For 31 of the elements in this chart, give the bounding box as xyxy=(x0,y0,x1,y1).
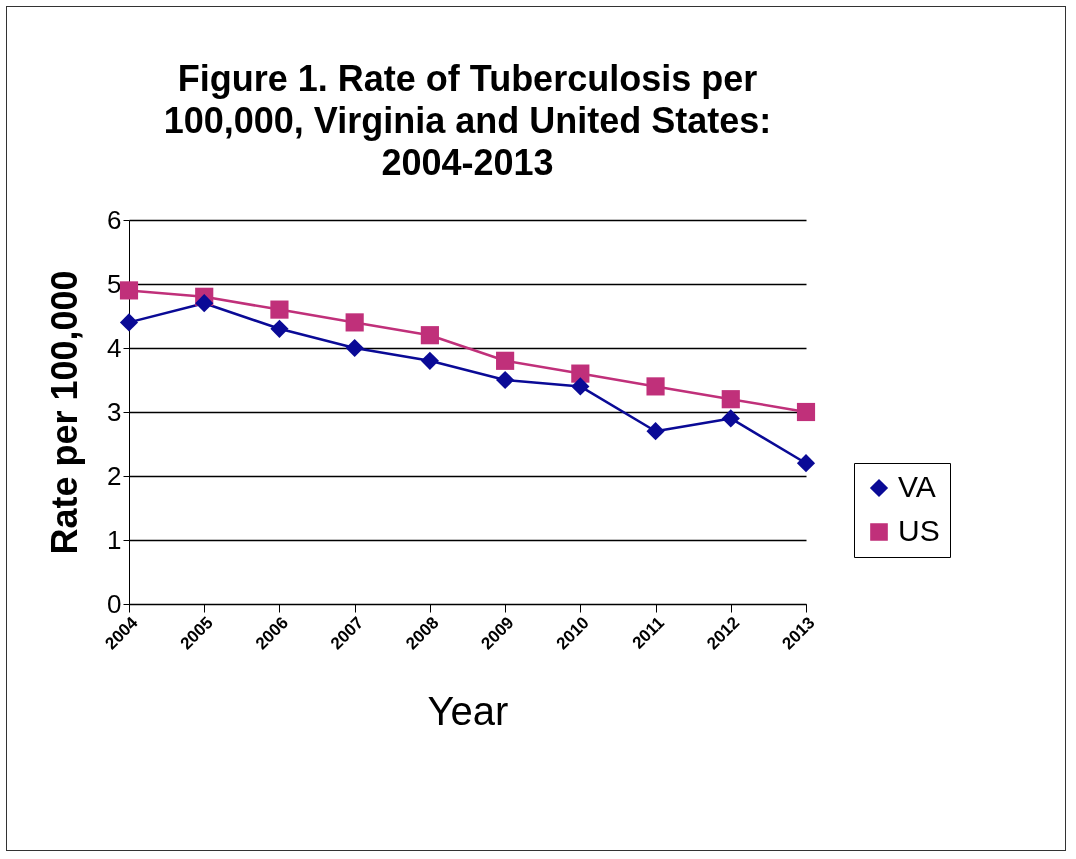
y-tick-label: 4 xyxy=(107,332,122,363)
y-tick-label: 6 xyxy=(107,204,122,235)
x-axis-title: Year xyxy=(427,688,509,733)
y-tick-label: 1 xyxy=(107,524,122,555)
point xyxy=(420,351,439,370)
point xyxy=(796,402,816,422)
point xyxy=(571,364,590,383)
y-tick-label: 3 xyxy=(107,396,122,427)
legend-label: US xyxy=(898,514,940,547)
point xyxy=(721,409,740,428)
point xyxy=(420,326,439,345)
point xyxy=(270,300,289,319)
y-tick-label: 0 xyxy=(107,588,122,619)
y-tick-label: 2 xyxy=(107,460,122,491)
point xyxy=(345,313,364,332)
point xyxy=(646,377,665,396)
point xyxy=(270,319,289,338)
point xyxy=(796,454,816,473)
point xyxy=(571,377,590,396)
point xyxy=(195,294,214,313)
point xyxy=(646,422,665,441)
y-tick-label: 5 xyxy=(107,268,122,299)
y-axis-title: Rate per 100,000 xyxy=(44,270,86,555)
point xyxy=(119,281,139,300)
point xyxy=(721,390,740,409)
point xyxy=(496,351,515,370)
chart-title: Figure 1. Rate of Tuberculosis per 100,000, Virginia and United States: 2004-2013 xyxy=(163,58,772,183)
point xyxy=(345,338,364,358)
point xyxy=(119,313,139,332)
point xyxy=(496,370,515,390)
legend-label: VA xyxy=(898,470,936,503)
